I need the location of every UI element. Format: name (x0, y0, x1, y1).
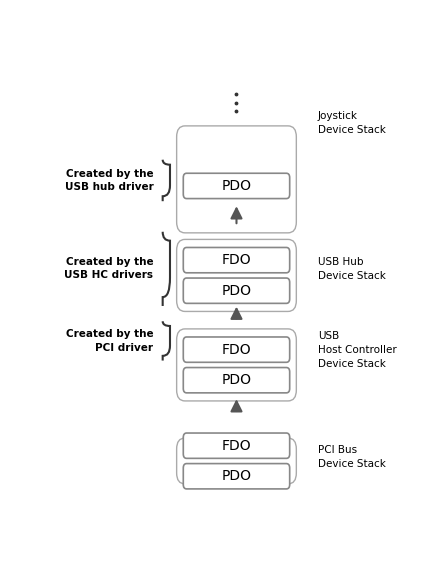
Text: USB Hub
Device Stack: USB Hub Device Stack (318, 257, 386, 281)
Text: PDO: PDO (221, 179, 251, 193)
Text: PDO: PDO (221, 284, 251, 298)
FancyBboxPatch shape (183, 367, 290, 393)
Text: FDO: FDO (222, 439, 251, 452)
Text: PDO: PDO (221, 469, 251, 483)
Text: Created by the
PCI driver: Created by the PCI driver (66, 329, 154, 353)
Text: PDO: PDO (221, 373, 251, 387)
Text: USB
Host Controller
Device Stack: USB Host Controller Device Stack (318, 331, 397, 369)
Text: PCI Bus
Device Stack: PCI Bus Device Stack (318, 445, 386, 468)
FancyBboxPatch shape (183, 337, 290, 362)
Text: FDO: FDO (222, 342, 251, 357)
FancyBboxPatch shape (177, 438, 296, 484)
Text: Created by the
USB hub driver: Created by the USB hub driver (65, 169, 154, 192)
FancyBboxPatch shape (183, 433, 290, 458)
FancyBboxPatch shape (183, 278, 290, 303)
FancyBboxPatch shape (183, 464, 290, 489)
FancyBboxPatch shape (183, 247, 290, 273)
Text: Joystick
Device Stack: Joystick Device Stack (318, 111, 386, 134)
Text: Created by the
USB HC drivers: Created by the USB HC drivers (64, 257, 154, 281)
FancyBboxPatch shape (183, 174, 290, 198)
Text: FDO: FDO (222, 253, 251, 267)
FancyBboxPatch shape (177, 329, 296, 401)
FancyBboxPatch shape (177, 126, 296, 233)
FancyBboxPatch shape (177, 239, 296, 311)
